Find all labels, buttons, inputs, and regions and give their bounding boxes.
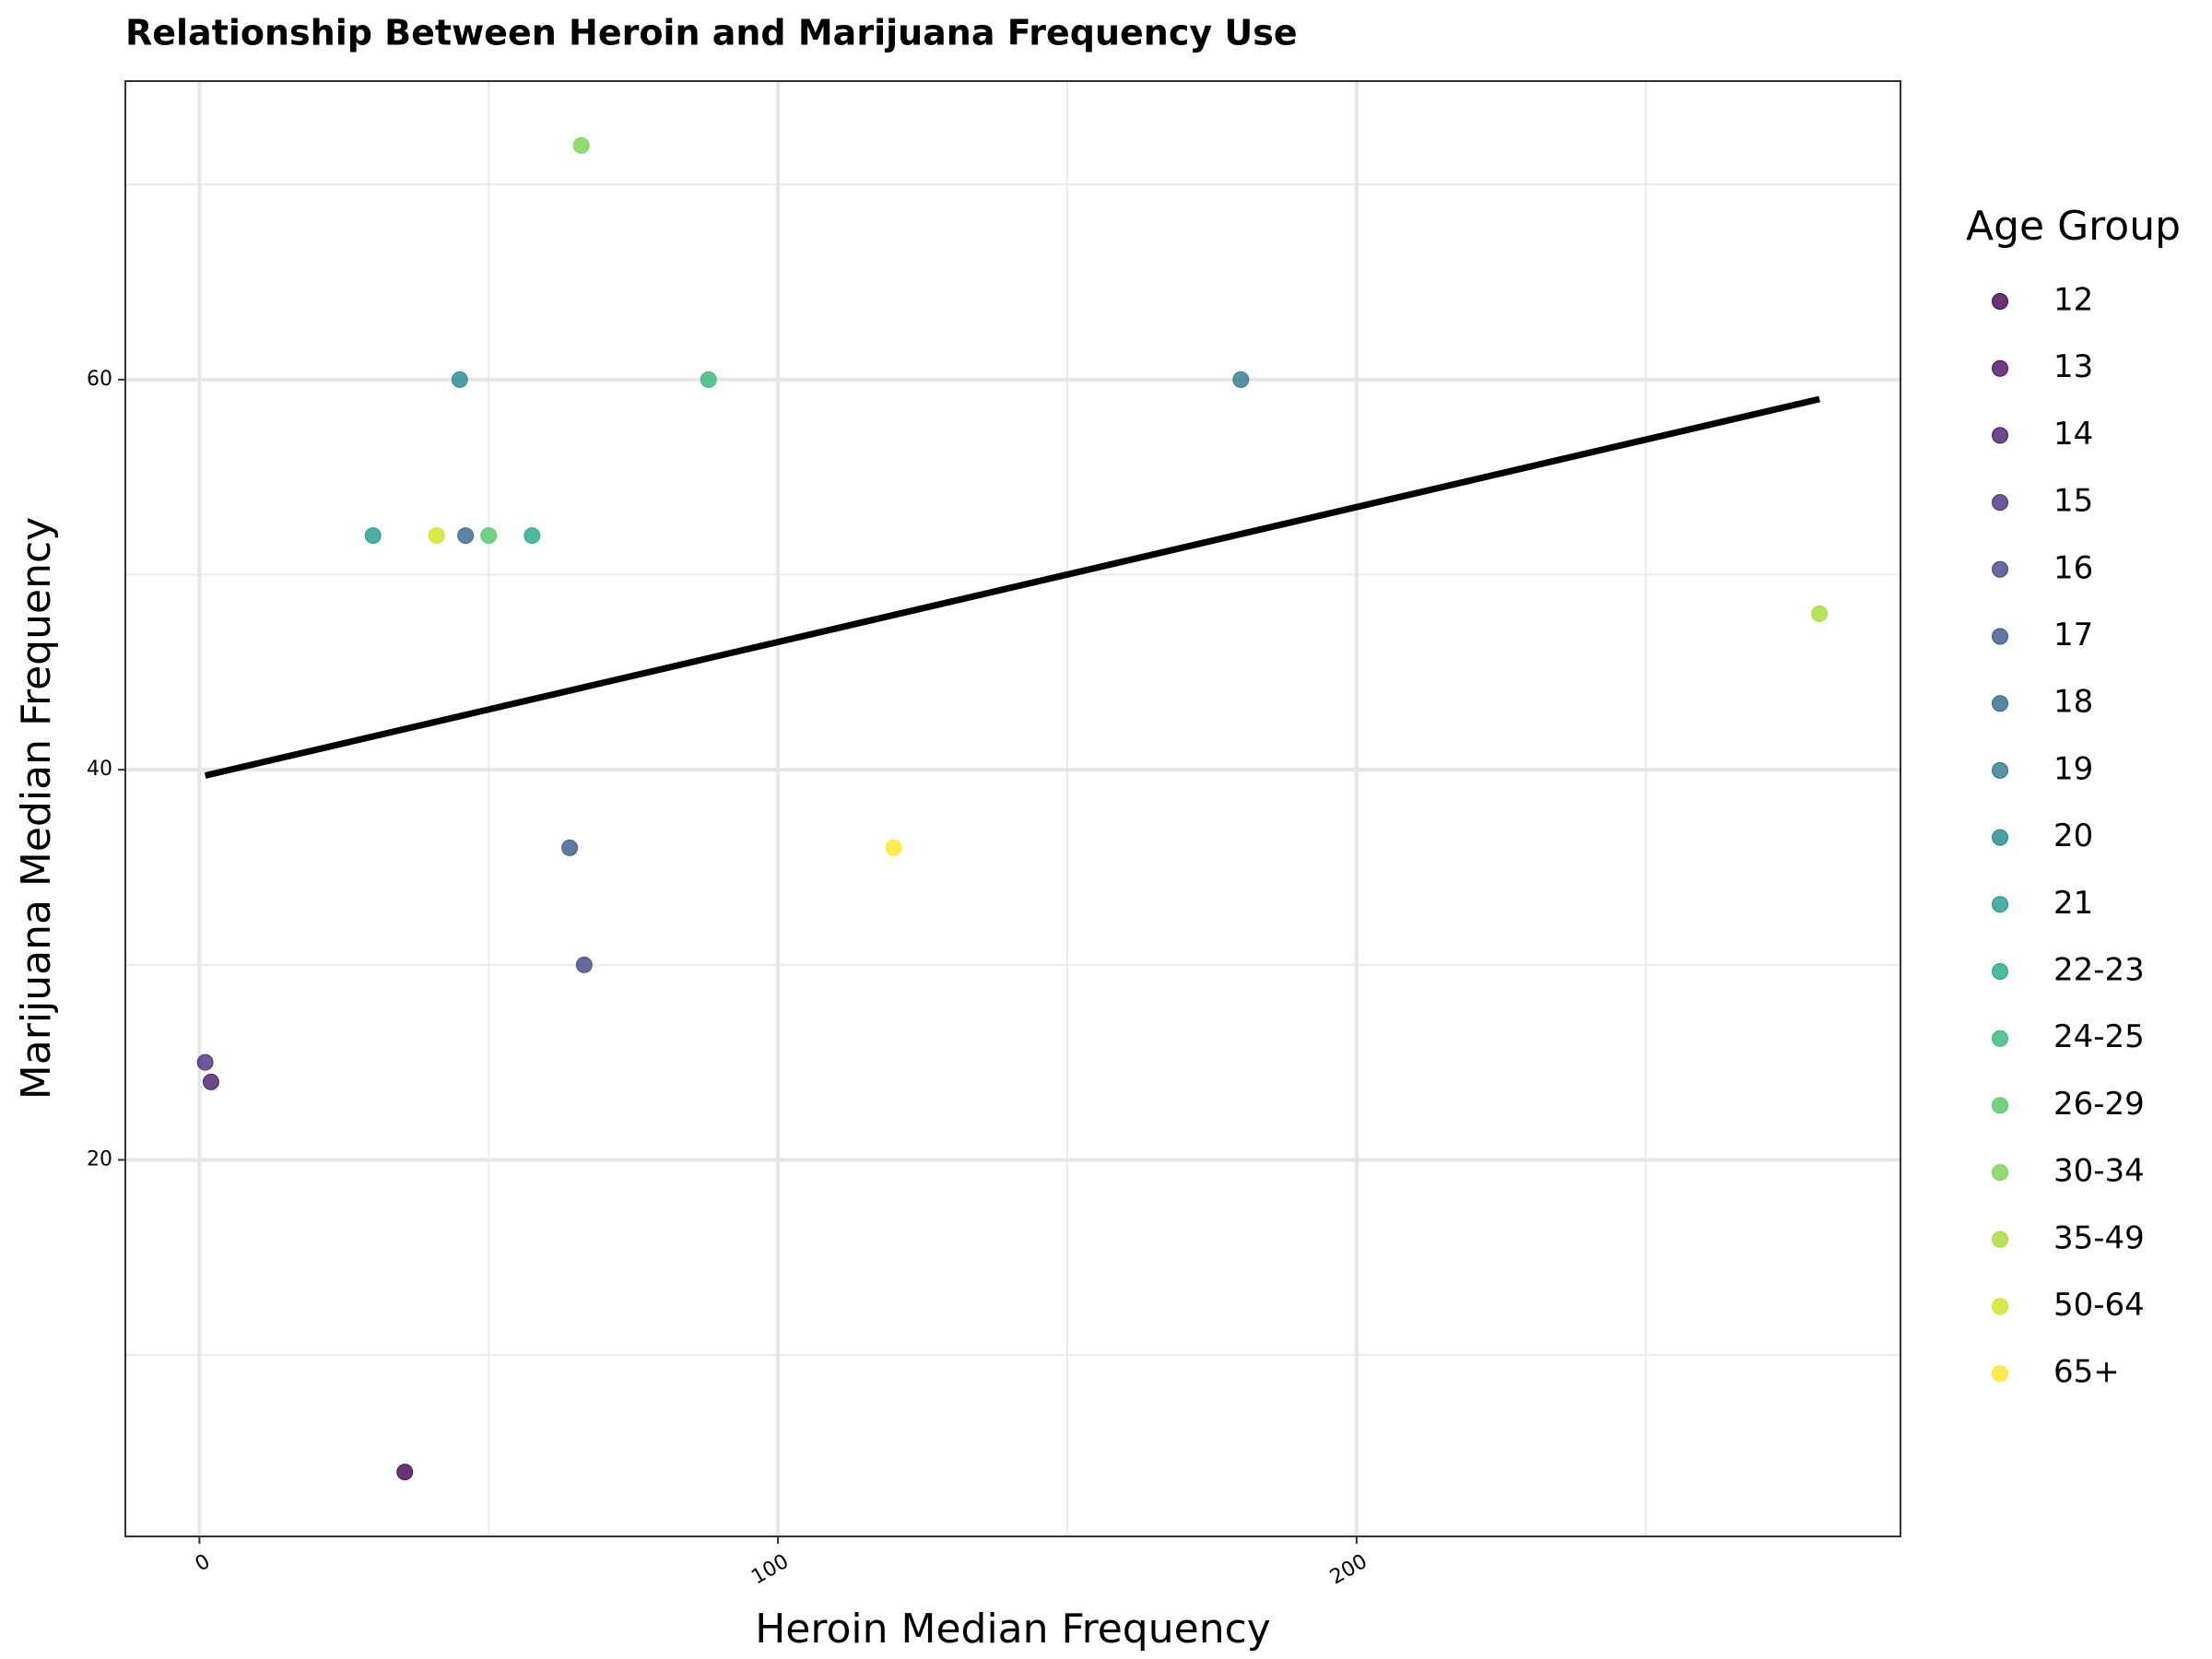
point xyxy=(700,371,717,388)
legend-label: 65+ xyxy=(2053,1354,2120,1391)
point xyxy=(561,839,579,856)
trend-line xyxy=(204,395,1820,779)
point xyxy=(428,527,445,545)
legend-marker xyxy=(1992,896,2008,913)
legend-title: Age Group xyxy=(1966,203,2181,250)
legend-marker xyxy=(1992,427,2008,444)
point xyxy=(196,1053,214,1071)
point xyxy=(575,956,593,973)
legend-label: 14 xyxy=(2053,416,2093,453)
legend-label: 12 xyxy=(2053,282,2093,319)
plot-border xyxy=(124,80,1901,1537)
legend-label: 21 xyxy=(2053,885,2093,922)
y-tick-label: 60 xyxy=(87,368,112,391)
legend-label: 20 xyxy=(2053,818,2093,854)
y-tick-label: 40 xyxy=(87,758,112,781)
legend-label: 19 xyxy=(2053,750,2093,787)
point xyxy=(1811,605,1829,622)
legend-marker xyxy=(1992,494,2008,512)
legend-label: 18 xyxy=(2053,684,2093,721)
legend-marker xyxy=(1992,628,2008,645)
y-tick-label: 20 xyxy=(87,1147,112,1171)
legend-label: 16 xyxy=(2053,549,2093,586)
legend-marker xyxy=(1992,293,2008,310)
legend-label: 30-34 xyxy=(2053,1153,2145,1190)
point xyxy=(480,527,498,545)
legend-label: 35-49 xyxy=(2053,1219,2145,1256)
point xyxy=(457,527,475,545)
legend-marker xyxy=(1992,1097,2008,1114)
legend-marker xyxy=(1992,829,2008,846)
legend-marker xyxy=(1992,1365,2008,1382)
point xyxy=(396,1464,414,1481)
legend-marker xyxy=(1992,695,2008,712)
legend-marker xyxy=(1992,560,2008,578)
legend-label: 50-64 xyxy=(2053,1287,2145,1324)
legend-marker xyxy=(1992,1298,2008,1315)
legend-label: 22-23 xyxy=(2053,952,2145,989)
x-axis-title: Heroin Median Frequency xyxy=(755,1606,1271,1653)
point xyxy=(572,136,590,154)
point xyxy=(202,1073,219,1090)
point xyxy=(364,527,382,545)
y-axis-title: Marijuana Median Frequency xyxy=(13,517,60,1100)
legend-label: 17 xyxy=(2053,617,2093,653)
legend-marker xyxy=(1992,963,2008,980)
legend-label: 24-25 xyxy=(2053,1018,2145,1055)
point xyxy=(451,371,468,388)
legend-marker xyxy=(1992,1164,2008,1182)
point xyxy=(524,527,541,545)
legend-marker xyxy=(1992,1030,2008,1047)
chart-title: Relationship Between Heroin and Marijuan… xyxy=(125,13,1298,53)
point xyxy=(1232,371,1250,388)
legend-marker xyxy=(1992,761,2008,779)
legend-marker xyxy=(1992,1230,2008,1248)
point xyxy=(885,839,902,856)
legend-label: 13 xyxy=(2053,348,2093,385)
legend-label: 15 xyxy=(2053,483,2093,520)
legend-label: 26-29 xyxy=(2053,1086,2145,1123)
legend-marker xyxy=(1992,359,2008,377)
